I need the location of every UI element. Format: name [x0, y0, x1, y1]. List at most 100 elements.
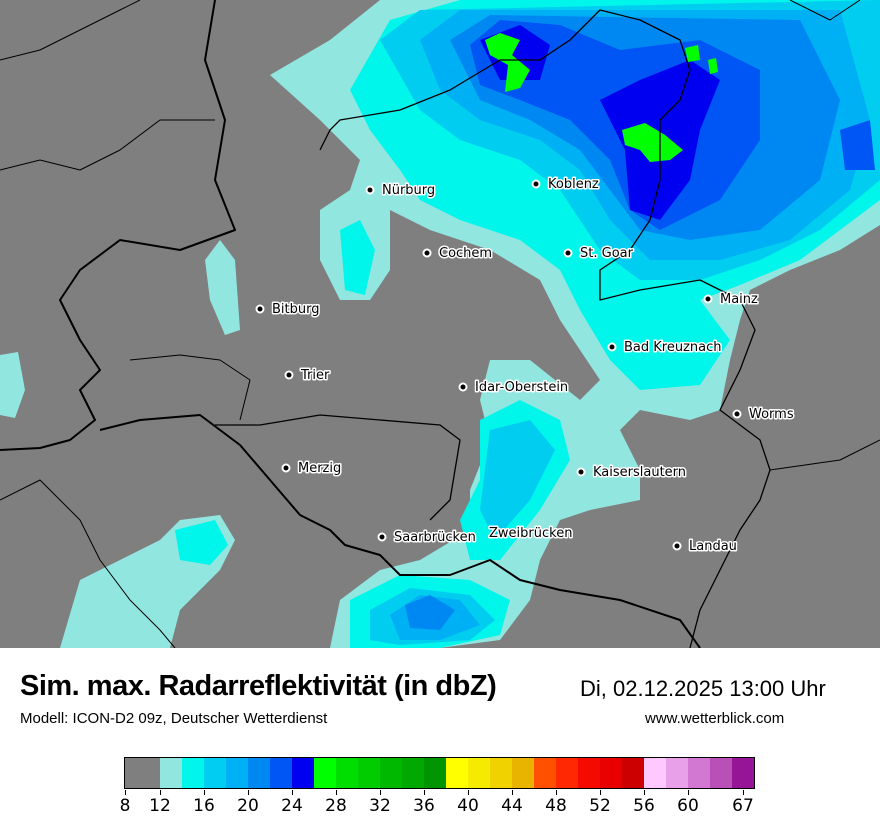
- city-label: Trier: [300, 368, 330, 383]
- city-label: Mainz: [720, 292, 758, 307]
- legend-tick-label: 32: [369, 796, 391, 816]
- legend-swatch: [578, 758, 600, 788]
- legend-tick-label: 52: [589, 796, 611, 816]
- city-trier: Trier: [284, 367, 331, 385]
- city-landau: Landau: [672, 538, 738, 556]
- city-label: Idar-Oberstein: [475, 380, 568, 395]
- legend-swatch: [534, 758, 556, 788]
- city-label: Worms: [749, 407, 794, 422]
- legend-tick-mark: [644, 790, 645, 795]
- city-dot: [531, 179, 541, 189]
- city-dot: [255, 304, 265, 314]
- city-st-goar: St. Goar: [563, 245, 635, 263]
- city-label: Koblenz: [548, 177, 599, 192]
- city-dot: [672, 541, 682, 551]
- city-zweibruecken: Zweibrücken: [488, 525, 574, 543]
- city-label: Landau: [689, 539, 737, 554]
- precip-area-26: [685, 45, 700, 62]
- precip-area-14: [340, 220, 375, 295]
- legend-ticks: 8 12 16 20 24 28 32 36 40 44 48 52 56 60 67: [0, 790, 880, 830]
- legend-swatch: [666, 758, 688, 788]
- legend-tick-mark: [160, 790, 161, 795]
- district-border: [789, 0, 861, 21]
- city-dot: [281, 463, 291, 473]
- city-bad-kreuznach: Bad Kreuznach: [607, 339, 723, 357]
- city-label: Nürburg: [382, 183, 435, 198]
- city-dot: [422, 248, 432, 258]
- city-idar-oberstein: Idar-Oberstein: [458, 379, 570, 397]
- legend-swatch: [160, 758, 182, 788]
- precip-area-26: [622, 123, 683, 162]
- legend-swatch: [710, 758, 732, 788]
- legend-swatch: [314, 758, 336, 788]
- city-dot: [703, 294, 713, 304]
- legend-swatch: [336, 758, 358, 788]
- city-cochem: Cochem: [422, 245, 494, 263]
- color-legend: [124, 757, 755, 789]
- city-mainz: Mainz: [703, 291, 760, 309]
- legend-tick-mark: [380, 790, 381, 795]
- city-dot: [284, 370, 294, 380]
- legend-tick-label: 36: [413, 796, 435, 816]
- legend-tick-label: 24: [281, 796, 303, 816]
- website-credit: www.wetterblick.com: [645, 710, 785, 727]
- city-label: Merzig: [298, 461, 341, 476]
- legend-tick-label: 12: [149, 796, 171, 816]
- city-label: Zweibrücken: [489, 526, 572, 541]
- legend-tick-label: 40: [457, 796, 479, 816]
- legend-swatch: [292, 758, 314, 788]
- model-source: Modell: ICON-D2 09z, Deutscher Wetterdie…: [20, 710, 328, 727]
- district-border: [129, 354, 251, 421]
- legend-tick-label: 67: [732, 796, 754, 816]
- city-nuerburg: Nürburg: [365, 182, 437, 200]
- city-label: Cochem: [439, 246, 492, 261]
- legend-swatch: [380, 758, 402, 788]
- country-border: [99, 414, 701, 648]
- legend-tick-mark: [336, 790, 337, 795]
- city-dot: [732, 409, 742, 419]
- forecast-datetime: Di, 02.12.2025 13:00 Uhr: [580, 676, 826, 701]
- precip-area-20: [405, 595, 455, 630]
- legend-tick-mark: [125, 790, 126, 795]
- legend-swatch: [600, 758, 622, 788]
- legend-swatch: [732, 758, 754, 788]
- precip-area-22: [840, 120, 875, 170]
- city-dot: [576, 467, 586, 477]
- map-title: Sim. max. Radarreflektivität (in dbZ): [20, 670, 497, 702]
- country-border: [0, 0, 236, 451]
- legend-tick-label: 16: [193, 796, 215, 816]
- radar-map: Nürburg Koblenz Cochem St. Goar Bitburg …: [0, 0, 880, 648]
- legend-tick-mark: [512, 790, 513, 795]
- city-bitburg: Bitburg: [255, 301, 321, 319]
- city-dot: [607, 342, 617, 352]
- legend-swatch: [270, 758, 292, 788]
- legend-tick-mark: [556, 790, 557, 795]
- legend-swatch: [182, 758, 204, 788]
- city-dot: [377, 532, 387, 542]
- legend-tick-mark: [468, 790, 469, 795]
- district-border: [0, 0, 141, 61]
- district-border: [769, 439, 880, 471]
- legend-tick-label: 28: [325, 796, 347, 816]
- city-dot: [458, 382, 468, 392]
- legend-swatch: [226, 758, 248, 788]
- city-label: Bad Kreuznach: [624, 340, 722, 355]
- precip-area-26: [485, 33, 530, 92]
- legend-swatch: [248, 758, 270, 788]
- precip-area-12: [0, 352, 25, 418]
- legend-tick-mark: [204, 790, 205, 795]
- state-border: [215, 414, 461, 521]
- legend-tick-mark: [688, 790, 689, 795]
- city-koblenz: Koblenz: [531, 176, 600, 194]
- precip-area-14: [175, 520, 228, 565]
- reflectivity-layer: [0, 0, 880, 648]
- city-label: St. Goar: [580, 246, 634, 261]
- precip-area-12: [205, 240, 240, 335]
- legend-tick-mark: [248, 790, 249, 795]
- legend-swatch: [468, 758, 490, 788]
- legend-tick-label: 44: [501, 796, 523, 816]
- legend-swatch: [446, 758, 468, 788]
- precip-area-26: [708, 58, 718, 74]
- borders: [0, 0, 880, 648]
- city-merzig: Merzig: [281, 460, 343, 478]
